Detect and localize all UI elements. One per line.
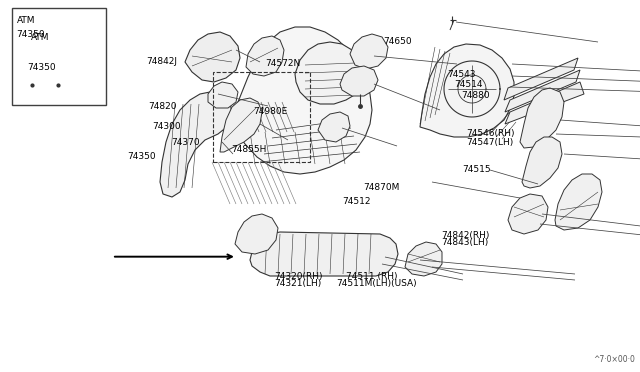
Text: 74320(RH): 74320(RH) [274,272,323,280]
Polygon shape [185,32,240,82]
Polygon shape [250,232,398,276]
Text: 74842J: 74842J [146,57,177,66]
Polygon shape [522,137,562,188]
Polygon shape [555,174,602,230]
Polygon shape [420,44,514,137]
Text: 74350: 74350 [17,30,45,39]
Text: 74512: 74512 [342,197,371,206]
Polygon shape [220,98,262,152]
Text: 74842(RH): 74842(RH) [442,231,490,240]
Text: 74547(LH): 74547(LH) [466,138,513,147]
Polygon shape [405,242,442,276]
Polygon shape [504,58,578,100]
Polygon shape [318,112,350,142]
Text: 74546(RH): 74546(RH) [466,129,515,138]
Text: 74650: 74650 [383,37,412,46]
Text: 74321(LH): 74321(LH) [274,279,321,288]
Polygon shape [520,88,564,148]
Text: ATM: ATM [17,16,35,25]
Polygon shape [295,42,364,104]
Text: 74511 (RH): 74511 (RH) [346,272,397,280]
Polygon shape [24,59,65,95]
Text: 74843(LH): 74843(LH) [442,238,489,247]
Text: 74350: 74350 [127,153,156,161]
Text: 74870M: 74870M [364,183,400,192]
Bar [12,8,106,105]
Polygon shape [340,66,378,96]
Text: 74300: 74300 [152,122,181,131]
Polygon shape [350,34,388,69]
Text: 74511M(LH)(USA): 74511M(LH)(USA) [336,279,417,288]
Bar [213,72,310,162]
Polygon shape [505,82,584,124]
Polygon shape [246,36,284,76]
Text: 74855H: 74855H [232,145,267,154]
Text: 74980E: 74980E [253,107,287,116]
Polygon shape [508,194,548,234]
Text: 74370: 74370 [172,138,200,147]
Polygon shape [505,70,580,112]
Polygon shape [208,82,238,108]
Text: ^7·0×00·0: ^7·0×00·0 [593,355,635,364]
Text: 74880: 74880 [461,92,490,100]
Text: 74543: 74543 [447,70,476,79]
Text: 74514: 74514 [454,80,483,89]
Text: 74350: 74350 [27,63,56,72]
Polygon shape [235,214,278,254]
Text: 74820: 74820 [148,102,177,110]
Polygon shape [230,27,372,174]
Text: ATM: ATM [31,33,49,42]
Polygon shape [160,92,232,197]
Text: 74572N: 74572N [266,60,301,68]
Text: 74515: 74515 [462,165,491,174]
